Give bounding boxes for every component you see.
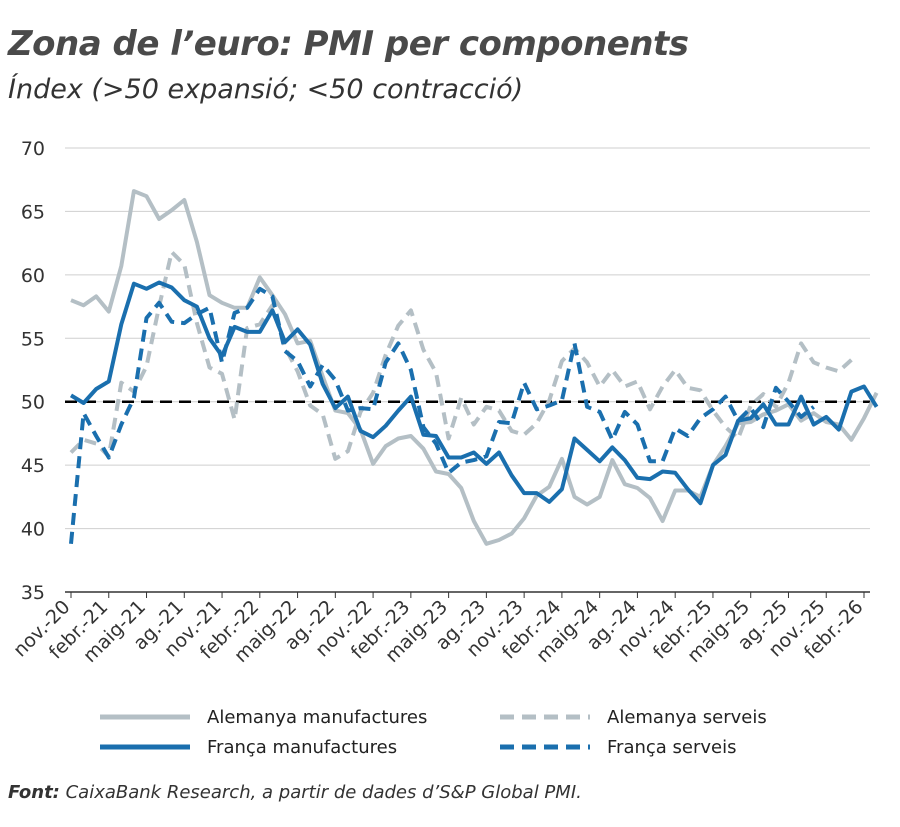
legend-label-fr_srv: França serveis — [607, 737, 737, 758]
series-line-de_mfg — [70, 189, 879, 546]
x-axis: nov.-20febr.-21maig-21ag.-21nov.-21febr.… — [9, 591, 870, 667]
y-tick-label: 60 — [21, 265, 45, 287]
series-line-fr_srv — [69, 286, 815, 544]
y-tick-label: 35 — [21, 582, 45, 604]
y-axis: 35 40 45 50 55 60 65 70 — [21, 138, 45, 604]
source-text: CaixaBank Research, a partir de dades d’… — [59, 782, 582, 803]
series-line-de_srv — [69, 250, 853, 461]
chart-title: Zona de l’euro: PMI per components — [8, 24, 689, 64]
y-tick-label: 45 — [21, 455, 45, 477]
legend-label-de_srv: Alemanya serveis — [607, 707, 767, 728]
series-line-fr_mfg — [69, 280, 879, 506]
legend-label-de_mfg: Alemanya manufactures — [207, 707, 427, 728]
legend-label-fr_mfg: França manufactures — [207, 737, 397, 758]
pmi-line-chart: 35 40 45 50 55 60 65 70 nov.-20febr.-21maig-21a… — [9, 138, 879, 758]
y-tick-label: 40 — [21, 519, 45, 541]
y-tick-label: 55 — [21, 328, 45, 350]
source-label: Font: — [8, 782, 60, 803]
y-tick-label: 70 — [21, 138, 45, 160]
legend: Alemanya manufactures Alemanya serveis Fra… — [100, 707, 767, 758]
source-note: Font: CaixaBank Research, a partir de da… — [8, 782, 582, 803]
y-tick-label: 50 — [21, 392, 45, 414]
y-tick-label: 65 — [21, 201, 45, 223]
chart-subtitle: Índex (>50 expansió; <50 contracció) — [8, 74, 524, 105]
series-lines — [65, 189, 879, 546]
